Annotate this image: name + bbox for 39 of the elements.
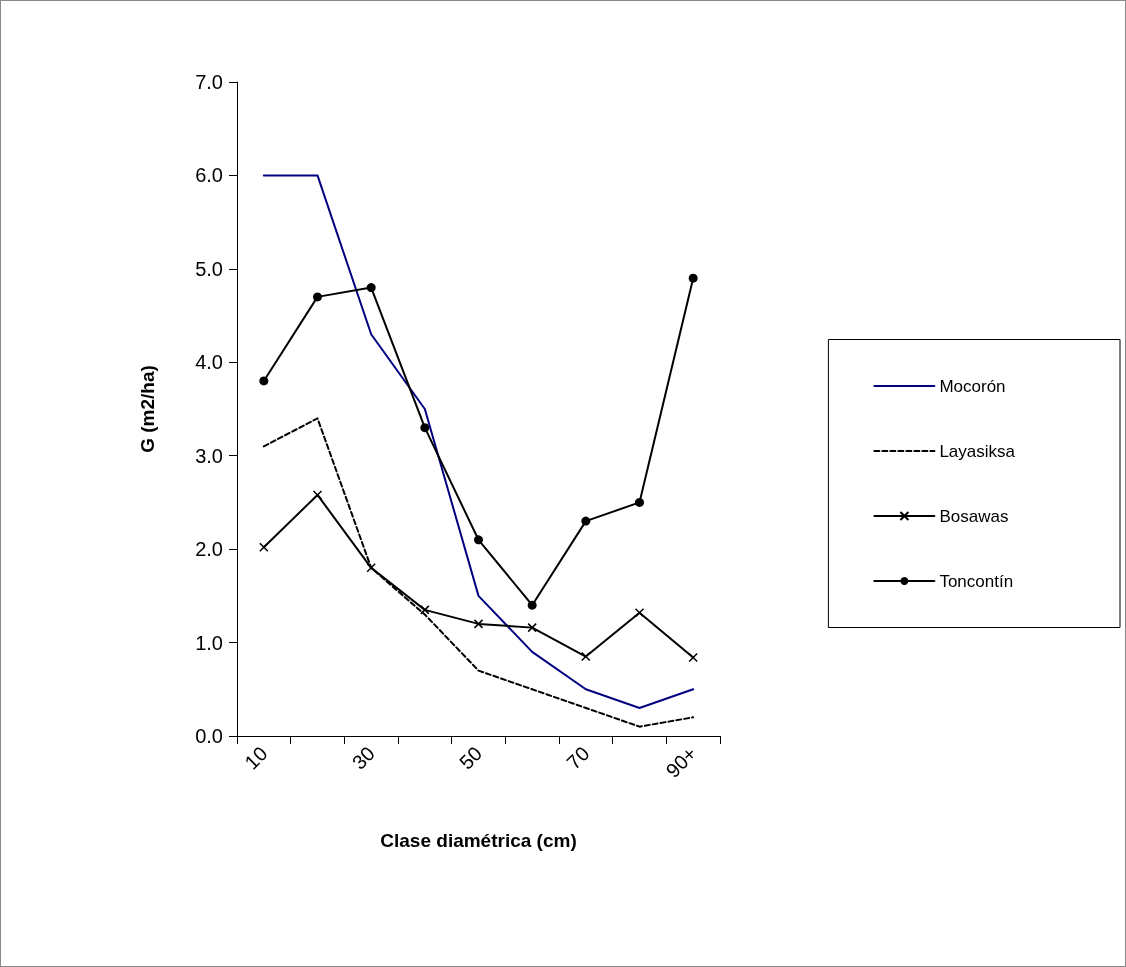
legend-label: Toncontín <box>939 571 1014 591</box>
point <box>634 607 645 618</box>
y-tick-label: 4.0 <box>195 351 223 374</box>
x-tick-label: 90+ <box>661 742 701 782</box>
point <box>581 516 591 526</box>
y-tick-label: 6.0 <box>195 164 223 187</box>
x-tick-label: 10 <box>240 742 272 774</box>
point <box>527 600 537 610</box>
point <box>527 622 537 633</box>
point <box>420 423 430 433</box>
y-axis-title: G (m2/ha) <box>137 365 158 453</box>
y-tick-label: 7.0 <box>195 71 223 93</box>
point <box>259 542 269 553</box>
point <box>420 605 430 615</box>
y-tick-label: 2.0 <box>195 538 223 561</box>
point <box>581 651 591 662</box>
point <box>366 563 376 573</box>
legend-label: Mocorón <box>939 376 1006 396</box>
y-tick-label: 5.0 <box>195 257 223 280</box>
y-tick-label: 0.0 <box>195 725 223 747</box>
line-series <box>262 417 695 728</box>
point <box>312 490 323 500</box>
legend-label: Bosawas <box>939 506 1009 526</box>
legend-label: Layasiksa <box>939 441 1016 461</box>
point <box>474 535 483 545</box>
y-tick-label: 3.0 <box>195 444 223 467</box>
point <box>366 283 376 293</box>
point <box>259 376 269 386</box>
y-tick-label: 1.0 <box>195 631 223 654</box>
point <box>313 292 322 302</box>
point <box>635 497 644 507</box>
x-tick-label: 70 <box>562 742 594 774</box>
point <box>688 652 698 663</box>
x-axis-title: Clase diamétrica (cm) <box>380 830 577 851</box>
x-tick-label: 50 <box>455 742 487 774</box>
x-tick-label: 30 <box>347 742 379 774</box>
line-series <box>262 174 695 709</box>
point <box>473 619 484 629</box>
point <box>688 273 698 283</box>
